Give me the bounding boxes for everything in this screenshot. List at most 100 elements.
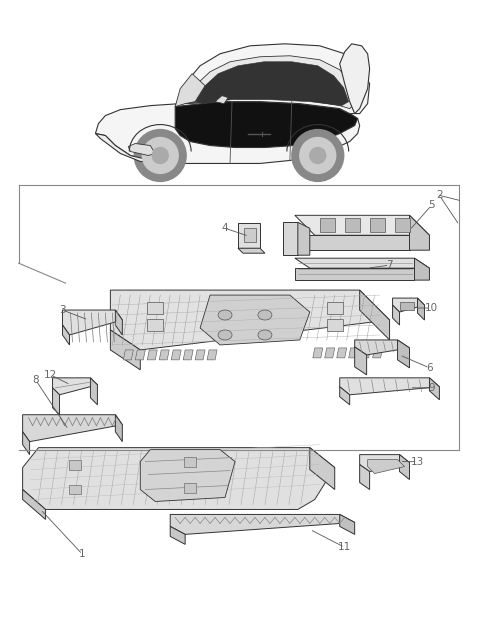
Polygon shape: [360, 465, 370, 489]
Polygon shape: [409, 215, 430, 250]
Polygon shape: [399, 455, 409, 480]
Text: 6: 6: [426, 363, 433, 373]
Text: 10: 10: [425, 303, 438, 313]
Text: 8: 8: [32, 375, 39, 385]
Polygon shape: [70, 485, 82, 494]
Polygon shape: [195, 350, 205, 360]
Polygon shape: [360, 348, 371, 358]
Text: 2: 2: [436, 190, 443, 201]
Polygon shape: [170, 514, 355, 534]
Polygon shape: [238, 223, 260, 248]
Polygon shape: [313, 348, 323, 358]
Polygon shape: [170, 527, 185, 545]
Polygon shape: [184, 457, 196, 467]
Polygon shape: [372, 348, 383, 358]
Polygon shape: [283, 222, 298, 255]
Polygon shape: [52, 378, 97, 395]
Text: 4: 4: [222, 223, 228, 233]
Text: 7: 7: [386, 260, 393, 270]
Polygon shape: [128, 143, 155, 156]
Polygon shape: [207, 350, 217, 360]
Circle shape: [142, 138, 178, 174]
Polygon shape: [238, 248, 265, 253]
Polygon shape: [140, 449, 235, 502]
Polygon shape: [110, 290, 390, 350]
Polygon shape: [327, 302, 343, 314]
Polygon shape: [340, 387, 350, 404]
Polygon shape: [418, 298, 424, 320]
Polygon shape: [23, 431, 30, 455]
Polygon shape: [310, 448, 335, 489]
Polygon shape: [295, 235, 409, 250]
Polygon shape: [159, 350, 169, 360]
Text: 11: 11: [338, 542, 351, 552]
Polygon shape: [110, 330, 140, 370]
Ellipse shape: [218, 310, 232, 320]
Circle shape: [310, 147, 326, 163]
Polygon shape: [345, 219, 360, 232]
Polygon shape: [393, 298, 424, 312]
Polygon shape: [62, 310, 122, 335]
Polygon shape: [23, 489, 46, 520]
Polygon shape: [175, 44, 370, 114]
Polygon shape: [397, 340, 409, 368]
Polygon shape: [171, 350, 181, 360]
Polygon shape: [23, 448, 335, 509]
Polygon shape: [295, 215, 430, 235]
Polygon shape: [298, 222, 310, 255]
Polygon shape: [295, 258, 430, 268]
Polygon shape: [70, 460, 82, 469]
Polygon shape: [355, 347, 367, 375]
Polygon shape: [90, 378, 97, 404]
Polygon shape: [62, 325, 70, 345]
Circle shape: [300, 138, 336, 174]
Polygon shape: [115, 310, 122, 335]
Polygon shape: [96, 102, 360, 163]
Polygon shape: [327, 319, 343, 331]
Polygon shape: [295, 268, 415, 280]
Polygon shape: [360, 290, 390, 340]
Polygon shape: [96, 134, 155, 161]
Text: 1: 1: [79, 549, 86, 559]
Polygon shape: [393, 305, 399, 325]
Polygon shape: [147, 302, 163, 314]
Polygon shape: [368, 460, 405, 473]
Polygon shape: [175, 74, 205, 107]
Polygon shape: [244, 228, 256, 242]
Text: 5: 5: [428, 201, 435, 210]
Polygon shape: [340, 378, 439, 395]
Polygon shape: [184, 482, 196, 493]
Polygon shape: [215, 96, 228, 104]
Circle shape: [134, 129, 186, 181]
Polygon shape: [183, 350, 193, 360]
Circle shape: [152, 147, 168, 163]
Polygon shape: [175, 102, 358, 147]
Polygon shape: [147, 350, 157, 360]
Ellipse shape: [258, 310, 272, 320]
Polygon shape: [415, 258, 430, 280]
Text: 9: 9: [428, 383, 435, 393]
Text: 3: 3: [59, 305, 66, 315]
Polygon shape: [336, 348, 347, 358]
Polygon shape: [195, 62, 348, 105]
Circle shape: [292, 129, 344, 181]
Polygon shape: [52, 388, 60, 415]
Text: 12: 12: [44, 370, 57, 380]
Polygon shape: [123, 350, 133, 360]
Polygon shape: [370, 219, 384, 232]
Polygon shape: [395, 219, 409, 232]
Polygon shape: [340, 44, 370, 114]
Polygon shape: [147, 319, 163, 331]
Text: 13: 13: [411, 457, 424, 467]
Polygon shape: [185, 56, 358, 109]
Polygon shape: [320, 219, 335, 232]
Polygon shape: [135, 350, 145, 360]
Polygon shape: [325, 348, 335, 358]
Ellipse shape: [258, 330, 272, 340]
Polygon shape: [340, 514, 355, 534]
Polygon shape: [115, 415, 122, 442]
Polygon shape: [200, 295, 310, 345]
Polygon shape: [399, 302, 415, 310]
Polygon shape: [355, 340, 409, 355]
Polygon shape: [430, 378, 439, 400]
